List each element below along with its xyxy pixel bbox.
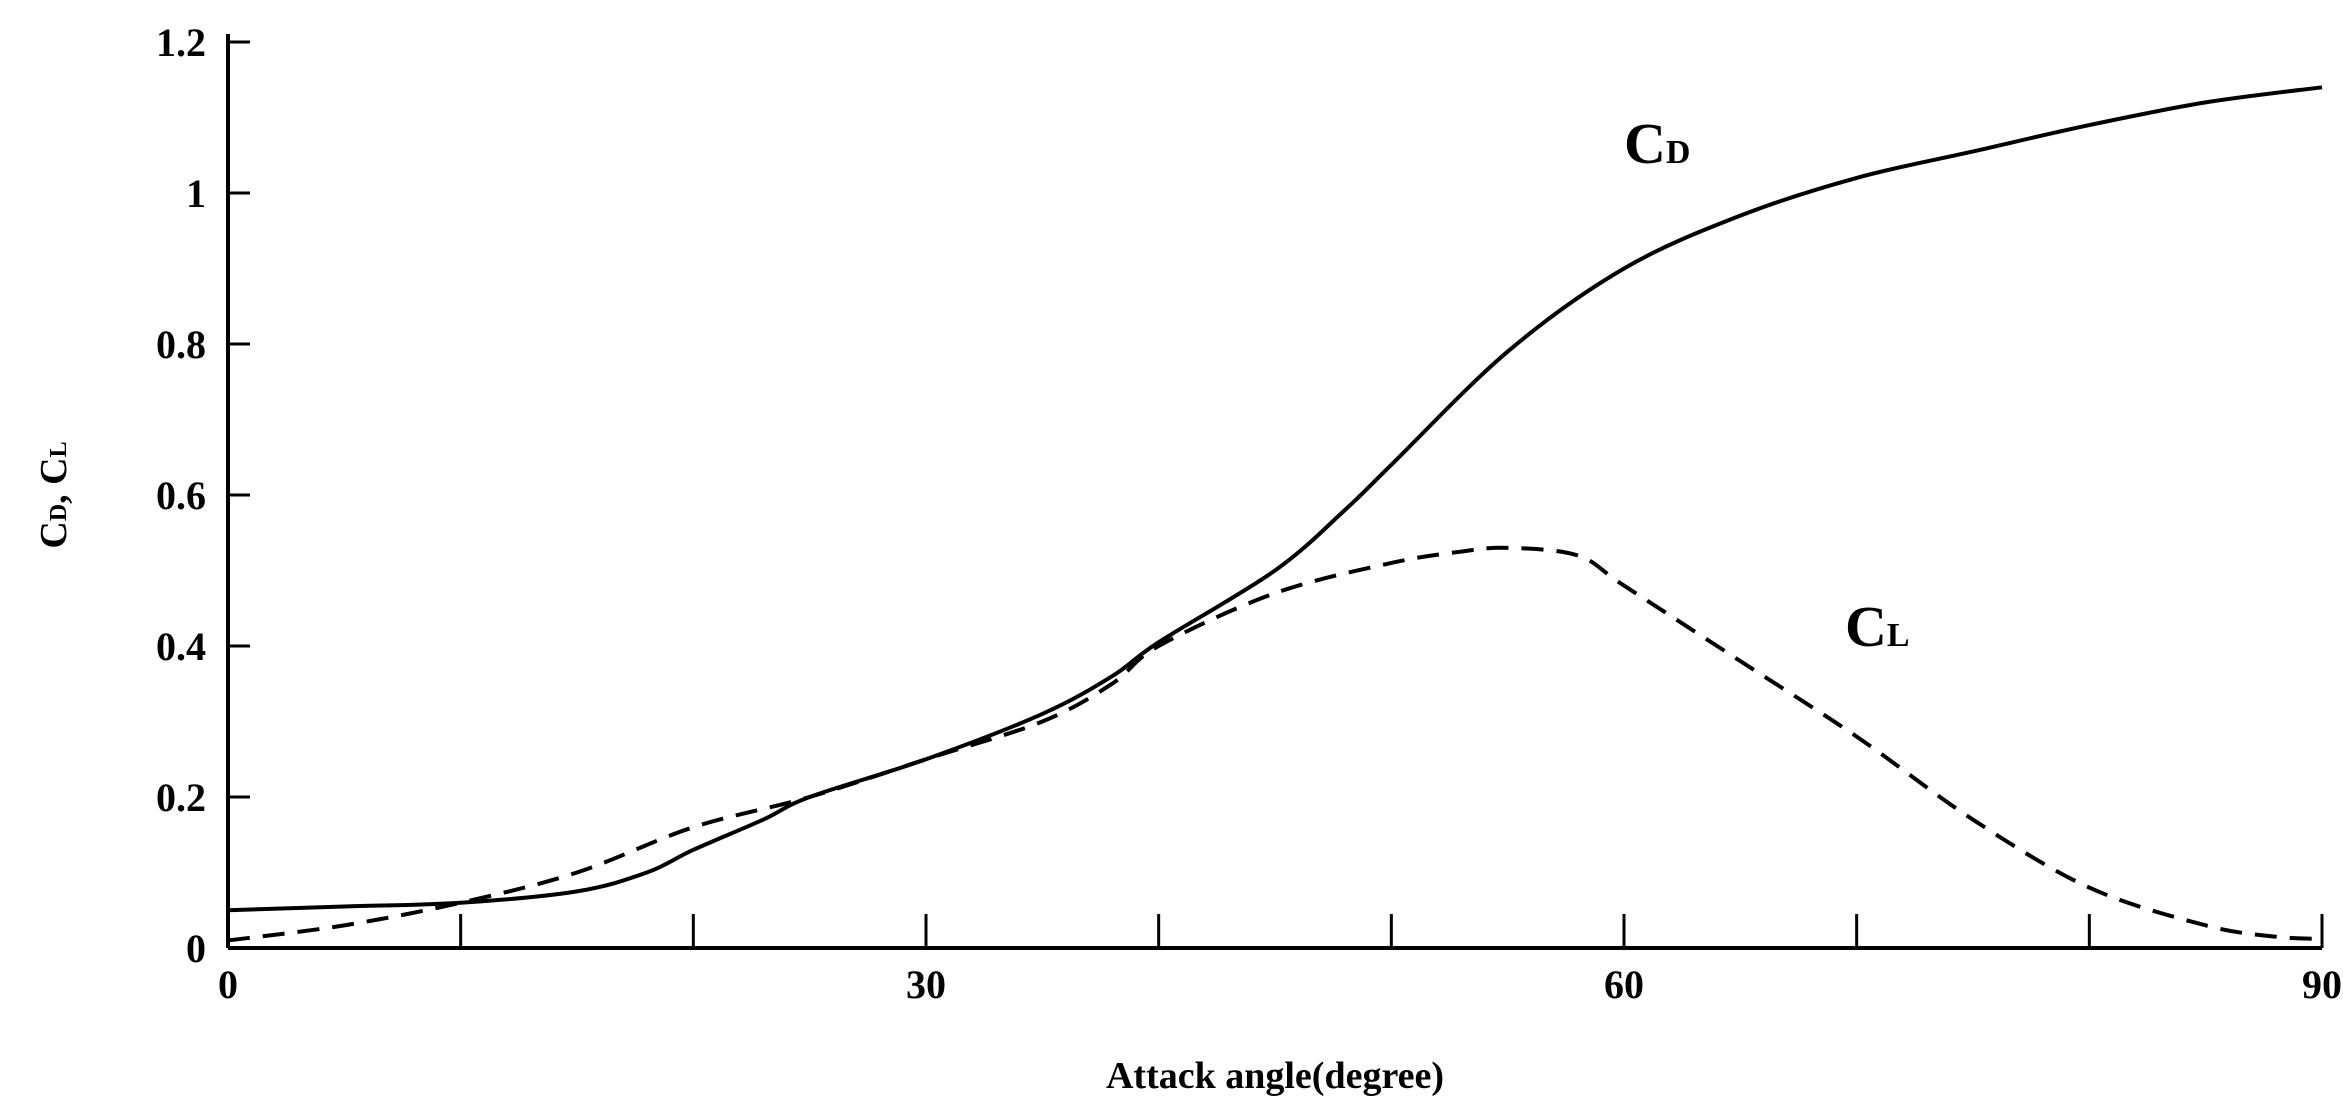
x-tick-label: 90 [2302,962,2342,1007]
series-label-cl: CL [1845,594,1910,659]
y-tick-label: 1.2 [156,20,206,65]
series-layer [227,85,2323,943]
labels-layer: CD CL [1624,111,1910,659]
axes: 0 0.2 0.4 0.6 0.8 1 1.2 0 30 60 90 [156,20,2342,1007]
x-tick-label: 60 [1604,962,1644,1007]
y-tick-label: 1 [186,171,206,216]
y-tick-label: 0.8 [156,322,206,367]
y-tick-label: 0.6 [156,473,206,518]
series-line-cd [227,85,2323,913]
y-tick-label: 0.2 [156,775,206,820]
x-tick-label: 30 [906,962,946,1007]
series-line-cl [227,545,2323,943]
y-tick-label: 0.4 [156,624,206,669]
x-tick-label: 0 [218,962,238,1007]
x-axis-title: Attack angle(degree) [1106,1055,1444,1097]
y-tick-label: 0 [186,926,206,971]
series-label-cd: CD [1624,111,1690,176]
y-axis-title: CD, CL [33,441,75,548]
